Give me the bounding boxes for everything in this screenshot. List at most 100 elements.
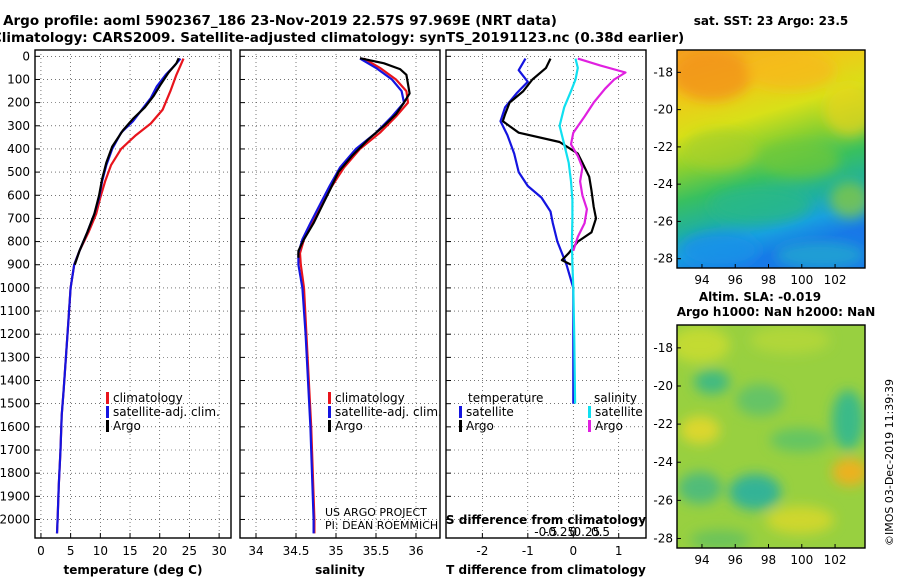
series-line-climatology: [55, 58, 185, 534]
sla-map-field: [677, 325, 865, 548]
y-tick-label: 100: [7, 72, 30, 86]
temperature-panel: 0 5 10 15 20 25 300100200300400500600700800900…: [0, 49, 232, 577]
sla-map-title-line2: Argo h1000: NaN h2000: NaN: [677, 305, 876, 319]
legend-swatch-climatology: [328, 392, 331, 404]
y-tick-label: 1300: [0, 350, 30, 364]
legend-label-argo: Argo: [113, 419, 141, 433]
x-tick-label: -1: [522, 544, 534, 558]
y-tick-label: 300: [7, 119, 30, 133]
x-tick-label: 20: [152, 544, 167, 558]
s-tick-label: -0.5: [534, 525, 557, 539]
series-line-climatology: [298, 57, 410, 534]
x-tick-label: 34.5: [283, 544, 310, 558]
s-tick-label: 0.5: [591, 525, 610, 539]
y-tick-label: 500: [7, 165, 30, 179]
legend-swatch-satellite: [106, 406, 109, 418]
y-tick-label: 600: [7, 188, 30, 202]
map-x-tick-label: 96: [728, 273, 743, 287]
x-tick-label: 5: [67, 544, 75, 558]
x-axis-label: salinity: [315, 563, 365, 577]
project-annotation: US ARGO PROJECT: [325, 506, 427, 519]
sst-map: sat. SST: 23 Argo: 23.5 94 96 98 100 102 -18 -…: [653, 14, 866, 287]
legend-label-climatology: climatology: [335, 391, 405, 405]
legend-label-argo: Argo: [335, 419, 363, 433]
y-tick-label: 1600: [0, 420, 30, 434]
legend-label-s-satellite: satellite: [595, 405, 643, 419]
legend-label-t-satellite: satellite: [466, 405, 514, 419]
map-y-tick-label: -20: [653, 379, 673, 393]
y-tick-label: 700: [7, 211, 30, 225]
x-tick-label: 36: [408, 544, 423, 558]
x-tick-label: 1: [615, 544, 623, 558]
legend-swatch-argo: [106, 420, 109, 432]
legend-label-t-argo: Argo: [466, 419, 494, 433]
x-tick-label: 35: [328, 544, 343, 558]
salinity-panel: 34 34.5 35 35.5 36 salinity: [239, 49, 441, 577]
y-tick-label: 0: [22, 49, 30, 63]
salinity-legend: climatology satellite-adj. clim. Argo: [328, 391, 442, 433]
panel-frame: [239, 49, 441, 539]
legend-swatch-s-argo: [588, 420, 591, 432]
imos-credit: ©IMOS 03-Dec-2019 11:39:39: [883, 379, 896, 546]
panel-frame: [445, 49, 647, 539]
s-tick-label: 0: [569, 525, 577, 539]
map-x-tick-label: 94: [694, 273, 709, 287]
s-tick-label: 0.25: [574, 525, 601, 539]
series-line-argo: [297, 57, 411, 258]
x-tick-label: 30: [211, 544, 226, 558]
x-tick-label: 0: [37, 544, 45, 558]
map-y-tick-label: -22: [653, 417, 673, 431]
difference-panel: -2 -1 0 1 T difference from climatology -0.5-…: [445, 49, 647, 577]
series-line-temperature-argo: [501, 58, 598, 266]
series-line-argo: [73, 57, 180, 266]
legend-label-satellite: satellite-adj. clim.: [113, 405, 220, 419]
y-tick-label: 2000: [0, 512, 30, 526]
x-axis-label: T difference from climatology: [446, 563, 646, 577]
legend-swatch-satellite: [328, 406, 331, 418]
sla-map: Altim. SLA: -0.019 Argo h1000: NaN h2000…: [653, 290, 875, 567]
figure-title-line2: Climatology: CARS2009. Satellite-adjuste…: [0, 30, 684, 46]
series-line-salinity-satellite: [558, 58, 579, 404]
map-x-tick-label: 98: [761, 553, 776, 567]
difference-top-axis-label: S difference from climatology: [446, 513, 646, 527]
y-tick-label: 800: [7, 235, 30, 249]
x-tick-label: 15: [122, 544, 137, 558]
y-tick-label: 1100: [0, 304, 30, 318]
y-tick-label: 1900: [0, 489, 30, 503]
y-tick-label: 1500: [0, 397, 30, 411]
x-tick-label: 25: [182, 544, 197, 558]
map-y-tick-label: -22: [653, 140, 673, 154]
map-x-tick-label: 102: [824, 273, 847, 287]
x-tick-label: -2: [476, 544, 488, 558]
map-y-tick-label: -28: [653, 252, 673, 266]
map-x-tick-label: 100: [790, 273, 813, 287]
map-y-tick-label: -20: [653, 103, 673, 117]
map-x-tick-label: 102: [824, 553, 847, 567]
legend-label-s-argo: Argo: [595, 419, 623, 433]
map-y-tick-label: -18: [653, 65, 673, 79]
figure-title-line1: Argo profile: aoml 5902367_186 23-Nov-20…: [3, 13, 557, 29]
x-tick-label: 34: [248, 544, 263, 558]
panel-frame: [34, 49, 232, 539]
legend-swatch-t-argo: [459, 420, 462, 432]
y-tick-label: 400: [7, 142, 30, 156]
difference-legend: temperature satellite Argo salinity sate…: [459, 391, 643, 433]
y-tick-label: 1200: [0, 327, 30, 341]
x-tick-label: 10: [93, 544, 108, 558]
legend-swatch-argo: [328, 420, 331, 432]
series-line-temperature-satellite: [499, 58, 575, 404]
map-y-tick-label: -18: [653, 341, 673, 355]
x-tick-label: 0: [569, 544, 577, 558]
map-y-tick-label: -24: [653, 177, 673, 191]
sla-map-frame: [676, 324, 866, 549]
legend-swatch-t-satellite: [459, 406, 462, 418]
legend-swatch-s-satellite: [588, 406, 591, 418]
pi-annotation: PI: DEAN ROEMMICH: [325, 519, 438, 532]
y-tick-label: 900: [7, 258, 30, 272]
legend-title-temperature: temperature: [468, 391, 543, 405]
x-tick-label: 35.5: [363, 544, 390, 558]
y-tick-label: 1000: [0, 281, 30, 295]
map-x-tick-label: 94: [694, 553, 709, 567]
